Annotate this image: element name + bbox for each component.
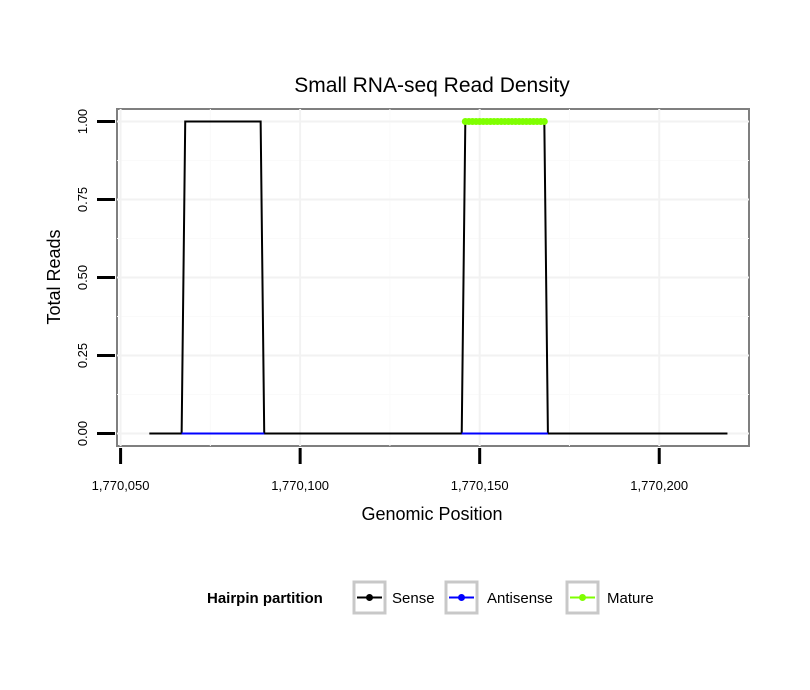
legend: Hairpin partition Sense Antisense Mature [207, 580, 654, 615]
legend-item-mature: Mature [565, 580, 654, 615]
y-axis-title: Total Reads [44, 229, 64, 324]
legend-key-point [458, 594, 465, 601]
x-tick-label: 1,770,200 [630, 478, 688, 493]
series-sense-line [149, 120, 728, 435]
y-tick-label: 0.75 [75, 187, 90, 212]
legend-item-sense: Sense [352, 580, 435, 615]
x-tick-label: 1,770,100 [271, 478, 329, 493]
axes: 1,770,050 1,770,100 1,770,150 1,770,200 0.00… [75, 109, 688, 493]
grid-lines [117, 109, 749, 446]
legend-label: Sense [392, 590, 435, 607]
x-axis-title: Genomic Position [361, 504, 502, 524]
y-tick-label: 0.25 [75, 343, 90, 368]
legend-title: Hairpin partition [207, 590, 323, 607]
legend-label: Antisense [487, 590, 553, 607]
legend-item-antisense: Antisense [444, 580, 553, 615]
x-tick-label: 1,770,050 [92, 478, 150, 493]
y-tick-label: 1.00 [75, 109, 90, 134]
legend-label: Mature [607, 590, 654, 607]
series-layer [149, 117, 728, 435]
legend-key-point [579, 594, 586, 601]
series-mature-point [540, 117, 548, 125]
chart-title: Small RNA-seq Read Density [294, 74, 570, 97]
y-tick-label: 0.00 [75, 421, 90, 446]
y-tick-label: 0.50 [75, 265, 90, 290]
legend-key-point [366, 594, 373, 601]
x-tick-label: 1,770,150 [451, 478, 509, 493]
